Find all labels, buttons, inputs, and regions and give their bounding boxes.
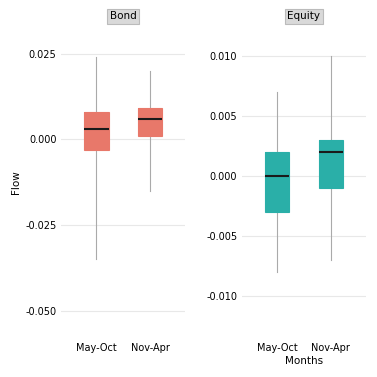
Y-axis label: Flow: Flow: [11, 170, 21, 194]
Title: Bond: Bond: [110, 11, 137, 21]
Bar: [265, 152, 289, 212]
Bar: [319, 140, 343, 188]
X-axis label: Months: Months: [285, 356, 323, 366]
Bar: [138, 109, 162, 136]
Bar: [84, 112, 109, 150]
Bar: [138, 109, 162, 136]
Bar: [84, 112, 109, 150]
Title: Equity: Equity: [288, 11, 320, 21]
Bar: [265, 152, 289, 212]
Bar: [319, 140, 343, 188]
